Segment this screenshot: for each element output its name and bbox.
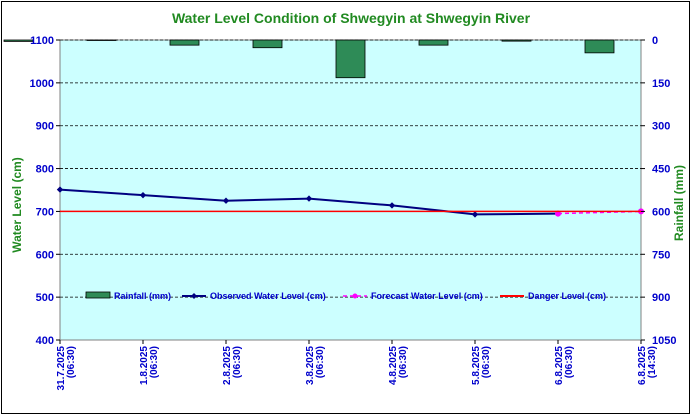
y2-tick-label: 0 (652, 35, 658, 47)
y-tick-label: 800 (36, 164, 54, 176)
legend-swatch (85, 291, 111, 299)
observed-point (305, 195, 313, 202)
x-tick-label: 2.8.2025(06:30) (222, 346, 243, 385)
legend-label: Danger Level (cm) (528, 291, 606, 301)
series-lines (56, 186, 644, 218)
y-tick-label: 600 (36, 249, 54, 261)
x-tick-label: 1.8.2025(06:30) (139, 346, 160, 385)
rainfall-bar (335, 39, 366, 79)
y2-tick-label: 750 (652, 249, 670, 261)
legend-label: Observed Water Level (cm) (210, 291, 326, 301)
y2-axis-title: Rainfall (mm) (672, 165, 686, 241)
legend-label: Forecast Water Level (cm) (371, 291, 483, 301)
y2-axis-ticks: 0 150 300 450 600 750 900 1050 (641, 35, 676, 347)
y2-tick-label: 150 (652, 78, 670, 90)
legend-label: Rainfall (mm) (114, 291, 171, 301)
plot-area (59, 39, 642, 341)
rainfall-bars (3, 39, 615, 79)
y-tick-label: 1100 (30, 35, 54, 47)
x-tick-label: 3.8.2025(06:30) (305, 346, 326, 385)
y-axis-ticks: 400 500 600 700 800 900 1000 1100 (30, 35, 60, 347)
y-tick-label: 700 (36, 206, 54, 218)
rainfall-bar (3, 39, 34, 42)
rainfall-bar (252, 39, 283, 49)
x-tick-label: 31.7.2025(06:30) (56, 346, 77, 391)
observed-point (471, 211, 479, 218)
rainfall-bar (501, 39, 532, 42)
y2-tick-label: 1050 (652, 335, 676, 347)
legend: Rainfall (mm) Observed Water Level (cm) Fo… (85, 291, 606, 301)
y2-tick-label: 450 (652, 164, 670, 176)
observed-point (56, 186, 64, 193)
y-tick-label: 400 (36, 335, 54, 347)
x-tick-label: 6.8.2025(06:30) (554, 346, 575, 385)
y2-tick-label: 900 (652, 292, 670, 304)
observed-point (222, 197, 230, 204)
x-tick-label: 5.8.2025(06:30) (471, 346, 492, 385)
x-tick-label: 6.8.2025(14:30) (637, 346, 658, 385)
rainfall-bar (169, 39, 200, 46)
rainfall-bar (418, 39, 449, 46)
rainfall-bar (86, 39, 117, 41)
y2-tick-label: 300 (652, 121, 670, 133)
legend-marker (352, 293, 358, 299)
y-axis-title: Water Level (cm) (10, 157, 24, 253)
x-tick-label: 4.8.2025(06:30) (388, 346, 409, 385)
observed-point (388, 202, 396, 209)
legend-marker (191, 293, 197, 299)
y-tick-label: 900 (36, 121, 54, 133)
y-tick-label: 500 (36, 292, 54, 304)
observed-point (139, 191, 147, 199)
y2-tick-label: 600 (652, 206, 670, 218)
chart-title: Water Level Condition of Shwegyin at Shw… (172, 10, 531, 26)
y-tick-label: 1000 (30, 78, 54, 90)
x-axis-ticks: 31.7.2025(06:30) 1.8.2025(06:30) 2.8.2025(… (56, 340, 658, 391)
rainfall-bar (584, 39, 615, 54)
